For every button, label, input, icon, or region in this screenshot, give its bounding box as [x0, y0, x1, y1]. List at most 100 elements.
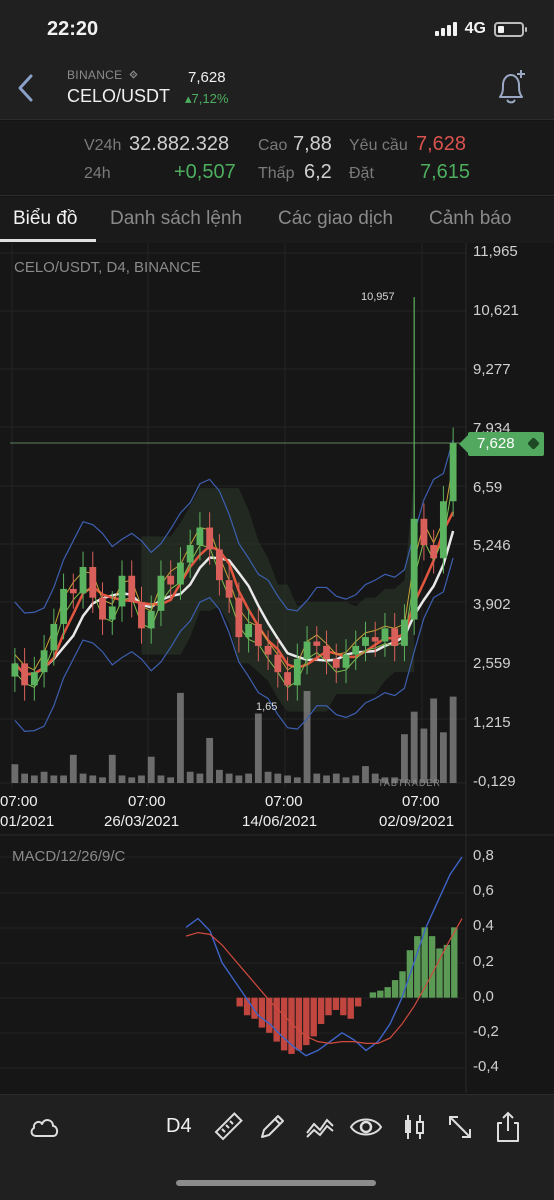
candle-body	[401, 619, 408, 646]
macd-histogram-bar	[243, 997, 251, 1016]
x-date-label: 14/06/2021	[242, 813, 318, 830]
volume-bar	[401, 734, 408, 783]
volume-bar	[254, 713, 262, 783]
volume-bar	[274, 773, 282, 783]
candlestick-chart-icon[interactable]	[396, 1109, 432, 1145]
volume-bar	[21, 773, 29, 783]
candle-body	[313, 641, 321, 646]
price-axis-label: 6,59	[473, 478, 503, 496]
exchange-name: BINANCE	[67, 68, 139, 82]
ma-yellow-line	[14, 463, 454, 671]
volume-bar	[206, 737, 214, 783]
change-24h-label: 24h	[84, 165, 111, 182]
alert-bell-add-icon[interactable]	[494, 68, 528, 108]
pair-title[interactable]: CELO/USDT	[67, 86, 171, 106]
volume-bar	[177, 692, 184, 783]
macd-histogram-bar	[266, 997, 273, 1033]
volume-24h-value: 32.882.328	[129, 133, 230, 155]
macd-title: MACD/12/26/9/C	[12, 848, 126, 865]
price-axis-label: 9,277	[473, 360, 511, 378]
candle-body	[11, 663, 19, 677]
candle-body	[215, 549, 223, 581]
candle-body	[439, 501, 447, 559]
candle-body	[225, 580, 233, 598]
macd-histogram-bar	[377, 990, 384, 998]
binance-logo-icon	[129, 70, 138, 79]
volume-bar	[196, 773, 204, 783]
header: BINANCE CELO/USDT 7,628 ▴7,12%	[0, 60, 554, 120]
x-date-label: 02/09/2021	[379, 813, 455, 830]
candle-body	[108, 606, 116, 620]
volume-bar	[313, 773, 321, 783]
price-axis-label: 5,246	[473, 537, 511, 555]
tab-trades[interactable]: Các giao dịch	[278, 208, 394, 229]
candle-body	[186, 545, 194, 563]
macd-histogram-bar	[288, 997, 295, 1054]
candle-body	[420, 518, 428, 546]
ma-green-line	[14, 480, 454, 689]
x-time-label: 07:00	[265, 793, 303, 810]
active-tab-indicator	[0, 239, 96, 242]
volume-bar	[293, 777, 301, 783]
current-price-tag: 7,628	[459, 432, 544, 456]
indicators-icon[interactable]	[302, 1109, 338, 1145]
macd-histogram-bar	[303, 997, 310, 1046]
signal-icon	[434, 22, 457, 36]
volume-bar	[264, 771, 272, 783]
macd-histogram-bar	[347, 997, 354, 1019]
volume-bar	[60, 775, 67, 783]
macd-histogram-bar	[273, 997, 280, 1042]
volume-bar	[410, 711, 418, 783]
volume-bar	[99, 777, 106, 783]
volume-bar	[128, 777, 136, 783]
x-date-label: 26/03/2021	[104, 813, 180, 830]
market-stats: V24h 32.882.328 24h +0,507 Cao 7,88 Thấp…	[0, 121, 554, 196]
volume-bar	[50, 775, 58, 783]
macd-histogram-bar	[317, 997, 325, 1025]
candle-body	[30, 672, 38, 686]
volume-bar	[371, 773, 379, 783]
cloud-icon[interactable]	[27, 1109, 63, 1145]
volume-bar	[30, 775, 38, 783]
volume-bar	[342, 777, 350, 783]
candle-body	[167, 575, 175, 585]
volume-bar	[420, 728, 428, 783]
macd-histogram-bar	[443, 944, 451, 998]
eye-icon[interactable]	[348, 1109, 384, 1145]
candle-body	[138, 602, 145, 629]
candle-body	[79, 566, 87, 594]
volume-bar	[430, 698, 438, 783]
tab-chart[interactable]: Biểu đồ	[13, 208, 78, 229]
price-axis-label: 11,965	[473, 243, 518, 260]
macd-histogram-bar	[325, 997, 332, 1016]
pencil-icon[interactable]	[254, 1109, 290, 1145]
volume-bar	[69, 754, 77, 783]
tab-alerts[interactable]: Cảnh báo	[429, 208, 512, 229]
volume-bar	[11, 764, 19, 783]
macd-line	[185, 856, 463, 1057]
price-chart[interactable]	[0, 243, 554, 1093]
status-indicators: 4G	[434, 20, 527, 38]
price-axis-label: 2,559	[473, 655, 511, 673]
share-icon[interactable]	[490, 1109, 526, 1145]
volume-bar	[40, 771, 48, 783]
back-chevron-icon[interactable]	[12, 70, 42, 106]
candle-body	[293, 659, 301, 686]
macd-axis-label: 0,0	[473, 987, 494, 1005]
candle-body	[147, 610, 155, 629]
ruler-icon[interactable]	[210, 1109, 246, 1145]
volume-bar	[245, 773, 253, 783]
chart-area[interactable]: CELO/USDT, D4, BINANCE 11,965 10,621 9,277…	[0, 243, 554, 1093]
timeframe-selector[interactable]: D4	[166, 1115, 192, 1137]
price-axis-label: 3,902	[473, 596, 511, 614]
candle-body	[177, 562, 184, 585]
tab-order-book[interactable]: Danh sách lệnh	[110, 208, 243, 229]
candle-body	[254, 623, 262, 646]
volume-bar	[108, 754, 116, 783]
macd-axis-label: 0,4	[473, 917, 494, 935]
fullscreen-expand-icon[interactable]	[442, 1109, 478, 1145]
x-time-label: 07:00	[0, 793, 38, 810]
price-axis-label: 10,621	[473, 301, 519, 319]
candle-body	[235, 597, 243, 638]
macd-axis-label: -0,4	[473, 1058, 499, 1075]
